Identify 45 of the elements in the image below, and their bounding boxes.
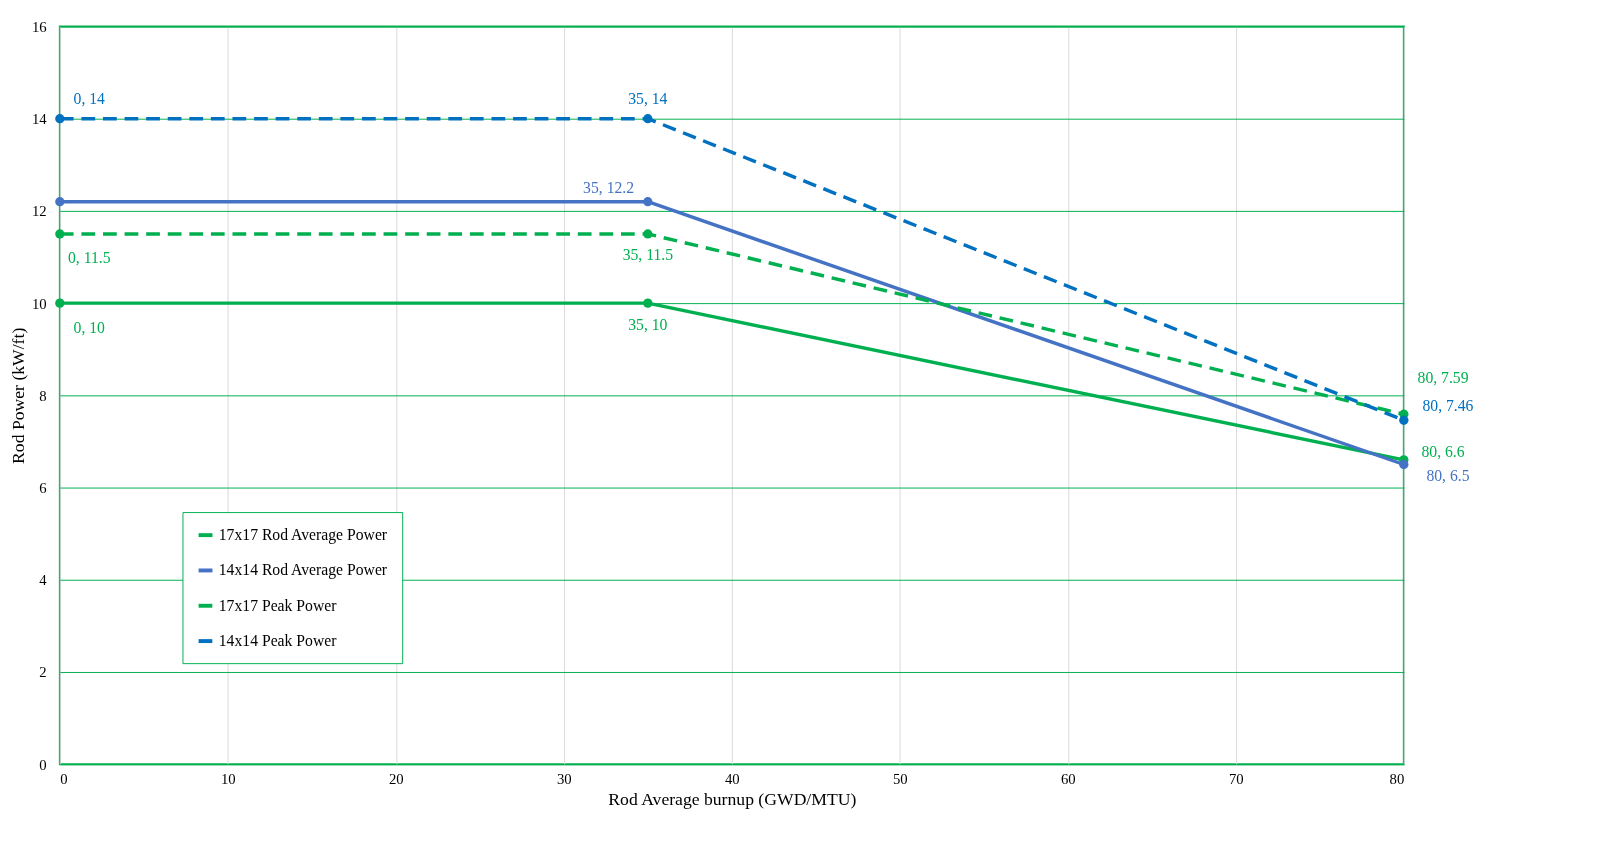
y-tick-label: 6: [39, 479, 47, 496]
y-tick-label: 14: [31, 111, 48, 128]
x-tick-label: 60: [1060, 771, 1076, 788]
data-label: 35, 11.5: [622, 246, 674, 264]
point: [643, 229, 653, 239]
data-label: 80, 6.5: [1426, 467, 1470, 485]
x-tick-label: 80: [1389, 771, 1405, 788]
point: [643, 114, 653, 124]
x-tick-label: 40: [724, 771, 740, 788]
data-label: 35, 12.2: [583, 178, 635, 196]
y-tick-label: 0: [39, 756, 47, 773]
legend-label: 14x14 Peak Power: [218, 631, 338, 649]
x-tick-label: 50: [892, 771, 908, 788]
y-tick-label: 4: [39, 572, 48, 589]
data-label: 35, 14: [628, 89, 668, 107]
y-tick-label: 8: [39, 387, 47, 404]
x-tick-label: 70: [1228, 771, 1244, 788]
legend-label: 17x17 Peak Power: [218, 596, 338, 614]
x-tick-label: 10: [220, 771, 236, 788]
y-tick-label: 12: [31, 203, 47, 220]
data-label: 0, 11.5: [67, 249, 111, 267]
x-axis-title: Rod Average burnup (GWD/MTU): [608, 788, 857, 809]
point: [1399, 459, 1409, 470]
point: [643, 298, 653, 308]
point: [55, 298, 65, 308]
point: [55, 229, 65, 239]
point: [55, 114, 65, 124]
legend-label: 14x14 Rod Average Power: [218, 561, 388, 580]
data-label: 80, 7.46: [1422, 397, 1474, 415]
point: [643, 197, 653, 207]
x-tick-label: 0: [60, 771, 68, 788]
x-tick-label: 20: [388, 771, 404, 788]
y-axis-title: Rod Power (kW/ft): [8, 327, 29, 464]
data-label: 80, 6.6: [1421, 442, 1465, 460]
legend-label: 17x17 Rod Average Power: [218, 526, 388, 545]
y-tick-label: 10: [31, 295, 47, 312]
x-tick-label: 30: [556, 771, 572, 788]
point: [55, 197, 65, 207]
y-tick-label: 16: [31, 18, 47, 35]
data-label: 35, 10: [628, 315, 668, 333]
data-label: 0, 14: [73, 89, 106, 107]
data-label: 0, 10: [73, 318, 106, 336]
data-label: 80, 7.59: [1417, 368, 1469, 386]
y-tick-label: 2: [39, 664, 47, 681]
point: [1399, 415, 1409, 425]
